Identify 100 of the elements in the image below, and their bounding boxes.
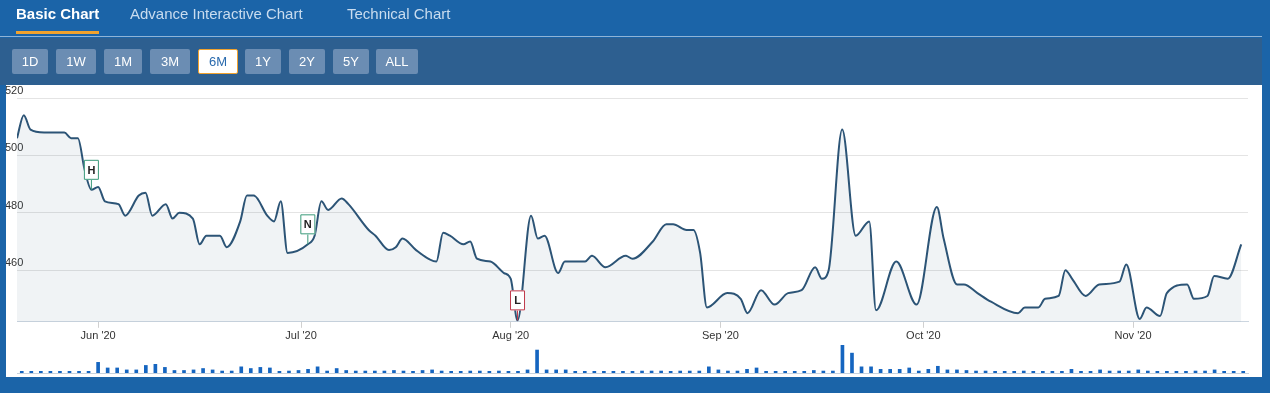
bar <box>1165 370 1169 373</box>
bar <box>420 370 425 373</box>
text: 3M <box>150 49 190 74</box>
bar <box>124 369 129 373</box>
y-tick-label: 500 <box>5 141 24 154</box>
text: Technical Chart <box>347 5 451 24</box>
bar <box>1184 370 1188 373</box>
bar <box>707 366 711 373</box>
bar <box>563 369 568 373</box>
text: 6M <box>198 49 238 74</box>
annotation: H <box>87 163 96 176</box>
bar <box>115 367 120 373</box>
bar <box>201 368 205 373</box>
bar <box>659 370 663 373</box>
bar <box>344 370 349 373</box>
bar <box>955 369 959 373</box>
bar <box>392 370 396 373</box>
bar <box>1145 370 1150 373</box>
bar <box>477 370 482 373</box>
bar <box>640 370 644 373</box>
bar <box>296 370 301 373</box>
bar <box>287 370 291 373</box>
bar <box>621 370 625 373</box>
bar <box>353 370 358 373</box>
text: Advance Interactive Chart <box>130 5 303 24</box>
bar <box>1098 369 1102 373</box>
bar <box>134 369 139 373</box>
text: ALL <box>376 49 418 74</box>
x-tick-label: Aug '20 <box>492 329 530 342</box>
bar <box>77 370 81 373</box>
bar <box>1136 369 1141 373</box>
bar <box>582 370 587 373</box>
text: 1D <box>12 49 48 74</box>
bar <box>516 370 520 373</box>
bar <box>897 369 902 373</box>
bar <box>926 369 931 373</box>
bar <box>411 370 415 373</box>
bar <box>1041 370 1045 373</box>
bar <box>39 370 43 373</box>
bar <box>936 365 940 373</box>
bar <box>1222 370 1226 373</box>
bar <box>850 352 854 373</box>
bar <box>1231 370 1236 373</box>
bar <box>1012 370 1017 373</box>
bar <box>182 370 186 373</box>
bar <box>802 370 807 373</box>
bar <box>916 370 921 373</box>
bar <box>573 370 578 373</box>
text: 1Y <box>245 49 281 74</box>
bar <box>1031 370 1036 373</box>
bar <box>325 370 329 373</box>
x-tick-label: Jul '20 <box>285 329 317 342</box>
text: 2Y <box>289 49 325 74</box>
bar <box>726 370 730 373</box>
x-tick-label: Oct '20 <box>906 329 941 342</box>
bar <box>668 370 673 373</box>
bar <box>430 369 434 373</box>
bar <box>1021 370 1026 373</box>
bar <box>334 368 339 373</box>
bar <box>811 370 816 373</box>
bar <box>163 367 167 373</box>
bar <box>678 370 683 373</box>
text: Basic Chart <box>16 5 100 34</box>
bar <box>554 369 558 373</box>
text: 1M <box>104 49 142 74</box>
bar <box>96 362 100 373</box>
bar <box>29 370 34 373</box>
bar <box>1126 370 1131 373</box>
bar <box>220 370 224 373</box>
text: 5Y <box>333 49 369 74</box>
bar <box>792 370 797 373</box>
bar <box>497 370 501 373</box>
bar <box>172 370 177 373</box>
bar <box>907 367 912 373</box>
bar <box>468 370 473 373</box>
bar <box>58 370 62 373</box>
y-tick-label: 480 <box>5 198 24 211</box>
bar <box>888 369 892 373</box>
bar <box>373 370 377 373</box>
bar <box>831 370 835 373</box>
bar <box>144 365 148 373</box>
x-tick-label: Sep '20 <box>701 329 739 342</box>
bar <box>964 370 969 373</box>
bar <box>764 370 768 373</box>
bar <box>993 370 997 373</box>
bar <box>783 370 788 373</box>
annotation: N <box>303 218 312 231</box>
x-tick-label: Jun '20 <box>80 329 116 342</box>
bar <box>974 370 978 373</box>
bar <box>1079 370 1083 373</box>
bar <box>1117 370 1121 373</box>
bar <box>19 370 24 373</box>
bar <box>363 370 368 373</box>
bar <box>869 366 873 373</box>
y-tick-label: 520 <box>5 84 24 97</box>
bar <box>602 370 606 373</box>
bar <box>687 370 692 373</box>
bar <box>1060 370 1064 373</box>
bar <box>239 366 244 373</box>
bar <box>248 368 253 373</box>
